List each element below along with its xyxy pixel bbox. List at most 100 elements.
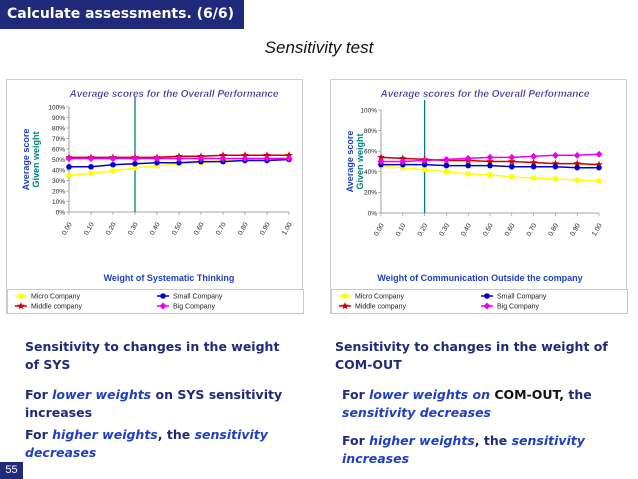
y-tick-label: 90% xyxy=(52,115,65,122)
slide-header: Calculate assessments. (6/6) xyxy=(0,0,244,29)
data-point xyxy=(88,170,94,176)
y-axis-label-given-weight: Given weight xyxy=(355,133,365,189)
legend-label: Small Company xyxy=(173,294,223,301)
x-tick-label: 0.80 xyxy=(237,221,250,236)
x-tick-label: 0.40 xyxy=(460,222,473,237)
legend-label: Middle company xyxy=(355,304,406,311)
legend-swatch-marker xyxy=(484,293,490,299)
data-point xyxy=(552,176,558,182)
data-point xyxy=(487,172,493,178)
data-point xyxy=(285,151,293,159)
data-point xyxy=(465,171,471,177)
data-point xyxy=(529,158,538,166)
data-point xyxy=(154,163,160,169)
x-axis-label: Weight of Systematic Thinking xyxy=(104,273,235,283)
data-point xyxy=(66,172,72,178)
y-tick-label: 100% xyxy=(48,104,65,111)
data-point xyxy=(486,153,494,161)
legend-label: Middle company xyxy=(31,304,82,311)
y-axis-label: Average score xyxy=(21,129,31,191)
data-point xyxy=(399,158,407,165)
x-tick-label: 0.20 xyxy=(417,222,430,237)
data-point xyxy=(574,164,580,171)
data-point xyxy=(176,159,182,166)
chart-comout: Average scores for the Overall Performan… xyxy=(331,89,628,314)
x-tick-label: 0.10 xyxy=(395,222,408,237)
legend-label: Micro Company xyxy=(355,294,405,301)
data-point xyxy=(109,154,117,162)
y-tick-label: 20% xyxy=(364,190,377,197)
y-tick-label: 30% xyxy=(52,178,65,185)
data-point xyxy=(509,163,515,170)
data-point xyxy=(530,152,538,160)
data-point xyxy=(486,157,494,165)
data-point xyxy=(421,161,428,168)
x-tick-label: 0.00 xyxy=(373,222,386,237)
data-point xyxy=(263,151,271,159)
data-point xyxy=(377,158,385,165)
data-point xyxy=(465,162,471,169)
data-point xyxy=(377,153,385,161)
y-tick-label: 20% xyxy=(52,188,65,195)
data-point xyxy=(573,159,581,167)
data-point xyxy=(263,154,271,162)
legend-label: Big Company xyxy=(497,304,540,311)
data-point xyxy=(574,177,580,183)
chart-title: Average scores for the Overall Performan… xyxy=(380,89,590,100)
y-tick-label: 0% xyxy=(368,210,378,217)
legend-label: Small Company xyxy=(497,294,547,301)
data-point xyxy=(219,151,227,159)
y-tick-label: 70% xyxy=(52,136,65,143)
y-tick-label: 50% xyxy=(52,157,65,164)
x-tick-label: 0.60 xyxy=(504,222,517,237)
y-axis-label: Average score xyxy=(345,131,355,193)
data-point xyxy=(399,154,407,162)
data-point xyxy=(508,157,516,165)
legend-swatch-marker xyxy=(18,293,24,299)
data-point xyxy=(596,178,602,184)
x-tick-label: 1.00 xyxy=(591,222,604,237)
x-tick-label: 0.90 xyxy=(259,221,272,236)
legend-swatch-marker xyxy=(341,302,349,310)
y-axis-label-given-weight: Given weight xyxy=(31,131,41,187)
x-tick-label: 0.60 xyxy=(193,221,206,236)
legend-swatch-marker xyxy=(483,302,491,310)
data-point xyxy=(595,160,603,168)
data-point xyxy=(508,153,516,161)
y-tick-label: 10% xyxy=(52,199,65,206)
legend-swatch-marker xyxy=(17,302,25,310)
data-point xyxy=(110,161,116,168)
caption-right-line2: For lower weights on COM-OUT, the sensit… xyxy=(342,387,592,420)
page-number: 55 xyxy=(0,462,23,479)
data-point xyxy=(175,154,183,162)
data-point xyxy=(552,163,559,170)
x-tick-label: 0.80 xyxy=(547,222,560,237)
data-point xyxy=(551,151,559,159)
data-point xyxy=(595,150,603,158)
y-tick-label: 40% xyxy=(52,167,65,174)
caption-left-heading: Sensitivity to changes in the weight of … xyxy=(25,339,280,372)
y-tick-label: 60% xyxy=(364,149,377,156)
legend-label: Micro Company xyxy=(31,294,81,301)
data-point xyxy=(573,151,581,159)
data-point xyxy=(132,165,138,171)
data-point xyxy=(197,154,205,162)
x-tick-label: 0.40 xyxy=(149,221,162,236)
data-point xyxy=(110,168,116,174)
x-tick-label: 0.10 xyxy=(83,221,96,236)
data-point xyxy=(87,154,95,162)
data-point xyxy=(531,175,537,181)
x-tick-label: 0.50 xyxy=(482,222,495,237)
data-point xyxy=(241,151,249,159)
data-point xyxy=(509,174,515,180)
data-point xyxy=(442,155,450,163)
chart-panel-comout: Average scores for the Overall Performan… xyxy=(330,79,628,314)
y-tick-label: 40% xyxy=(364,169,377,176)
x-tick-label: 0.70 xyxy=(215,221,228,236)
data-point xyxy=(551,159,560,167)
x-tick-label: 0.30 xyxy=(127,221,140,236)
data-point xyxy=(421,156,429,164)
x-tick-label: 1.00 xyxy=(281,221,294,236)
x-tick-label: 0.70 xyxy=(526,222,539,237)
data-point xyxy=(443,169,449,175)
